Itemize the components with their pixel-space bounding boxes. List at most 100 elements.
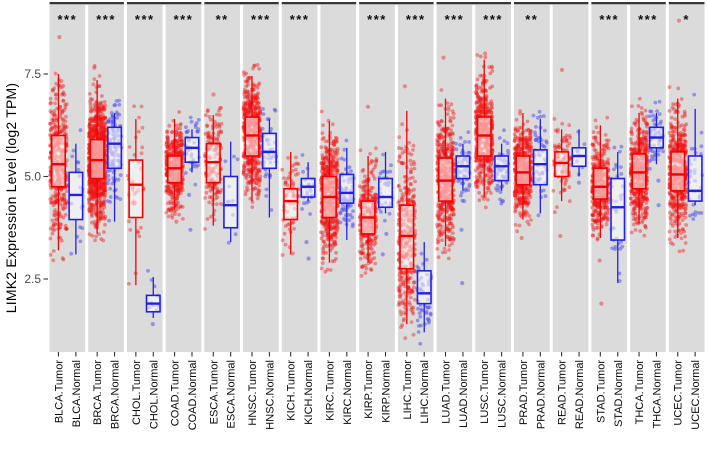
jitter-point <box>99 131 104 135</box>
jitter-point <box>179 149 183 154</box>
jitter-point <box>139 151 144 156</box>
jitter-point <box>90 204 95 209</box>
jitter-point <box>102 107 107 112</box>
jitter-point <box>445 142 450 147</box>
jitter-point <box>88 118 92 122</box>
jitter-point <box>407 276 411 281</box>
jitter-point <box>88 183 93 188</box>
jitter-point <box>420 308 424 313</box>
jitter-point <box>59 187 64 191</box>
jitter-point <box>103 185 108 190</box>
jitter-point <box>450 148 455 153</box>
jitter-point <box>117 102 122 107</box>
jitter-point <box>97 210 101 215</box>
outlier-point <box>252 63 257 68</box>
jitter-point <box>48 109 53 114</box>
jitter-point <box>219 129 223 134</box>
box-CHOL.Tumor <box>125 104 146 286</box>
jitter-point <box>101 130 106 135</box>
jitter-point <box>99 107 104 111</box>
jitter-point <box>99 124 104 129</box>
jitter-point <box>89 127 93 131</box>
jitter-point <box>257 66 261 71</box>
jitter-point <box>321 123 325 128</box>
iqr-box <box>377 177 394 209</box>
jitter-point <box>408 302 412 307</box>
jitter-point <box>331 218 336 223</box>
jitter-point <box>102 189 106 193</box>
jitter-point <box>342 216 346 221</box>
jitter-point <box>399 271 404 275</box>
jitter-point <box>87 124 92 129</box>
jitter-point <box>99 125 103 130</box>
jitter-point <box>368 189 373 194</box>
jitter-point <box>62 197 67 202</box>
jitter-point <box>411 199 416 204</box>
jitter-point <box>101 106 106 110</box>
jitter-point <box>180 150 185 155</box>
jitter-point <box>91 126 96 131</box>
significance-stars: *** <box>367 12 387 27</box>
jitter-point <box>164 150 169 154</box>
jitter-point <box>382 218 387 223</box>
jitter-point <box>106 119 111 124</box>
jitter-point <box>435 241 440 245</box>
jitter-point <box>89 96 93 101</box>
jitter-point <box>52 118 56 123</box>
jitter-point <box>174 202 179 206</box>
jitter-point <box>90 178 95 183</box>
jitter-point <box>100 104 105 109</box>
jitter-point <box>167 123 172 128</box>
jitter-point <box>89 109 93 114</box>
jitter-point <box>207 200 212 205</box>
jitter-point <box>93 106 97 111</box>
jitter-point <box>87 208 92 213</box>
jitter-point <box>96 115 101 120</box>
jitter-point <box>54 131 58 135</box>
jitter-point <box>101 188 106 193</box>
jitter-point <box>52 223 56 228</box>
jitter-point <box>60 92 65 96</box>
x-axis-label: CHOL.Tumor <box>131 360 143 425</box>
jitter-point <box>89 189 94 194</box>
jitter-point <box>97 106 101 111</box>
jitter-point <box>174 183 179 187</box>
jitter-point <box>292 226 296 231</box>
jitter-point <box>98 196 103 201</box>
jitter-point <box>92 181 97 186</box>
jitter-point <box>102 107 106 112</box>
jitter-point <box>450 141 455 145</box>
jitter-point <box>435 214 440 218</box>
jitter-point <box>97 84 101 89</box>
jitter-point <box>178 204 183 209</box>
jitter-point <box>64 189 69 194</box>
jitter-point <box>175 196 179 200</box>
jitter-point <box>88 193 92 198</box>
jitter-point <box>175 183 180 188</box>
jitter-point <box>332 239 337 244</box>
jitter-point <box>408 158 413 163</box>
jitter-point <box>402 311 407 315</box>
jitter-point <box>435 225 440 229</box>
jitter-point <box>90 179 94 184</box>
jitter-point <box>98 109 103 113</box>
jitter-point <box>100 132 105 137</box>
panel-BRCA: ***BRCA.Tumor BRCA.Normal <box>86 5 124 429</box>
jitter-point <box>446 227 451 232</box>
significance-stars: *** <box>290 12 310 27</box>
jitter-point <box>373 261 378 266</box>
jitter-point <box>105 181 110 186</box>
jitter-point <box>321 251 326 256</box>
jitter-point <box>50 117 55 122</box>
jitter-point <box>80 226 85 231</box>
jitter-point <box>98 116 103 121</box>
jitter-point <box>269 208 274 212</box>
jitter-point <box>87 124 92 128</box>
jitter-point <box>92 134 96 138</box>
jitter-point <box>63 226 68 231</box>
jitter-point <box>334 162 339 167</box>
jitter-point <box>169 209 173 213</box>
jitter-point <box>247 90 252 94</box>
jitter-point <box>60 196 65 201</box>
jitter-point <box>296 162 301 167</box>
